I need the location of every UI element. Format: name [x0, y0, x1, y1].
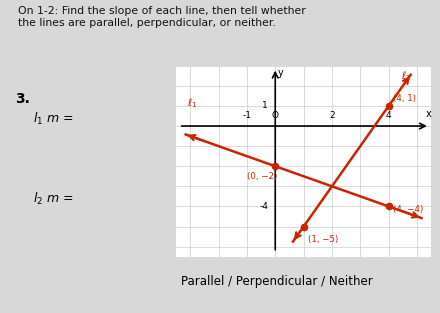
Text: $\ell_1$: $\ell_1$: [187, 96, 198, 110]
Text: x: x: [425, 109, 431, 119]
Text: y: y: [278, 68, 283, 78]
Text: 2: 2: [329, 111, 335, 120]
Text: -4: -4: [259, 202, 268, 211]
Text: $\ell_2$: $\ell_2$: [401, 69, 412, 83]
Text: 1: 1: [262, 101, 268, 110]
Text: (1, −5): (1, −5): [308, 234, 338, 244]
Text: Parallel / Perpendicular / Neither: Parallel / Perpendicular / Neither: [181, 275, 373, 288]
Text: (0, −2): (0, −2): [247, 172, 277, 181]
Text: (4, −4): (4, −4): [393, 205, 423, 214]
Text: On 1-2: Find the slope of each line, then tell whether
the lines are parallel, p: On 1-2: Find the slope of each line, the…: [18, 6, 305, 28]
Text: 3.: 3.: [15, 92, 30, 106]
Text: -1: -1: [242, 111, 251, 120]
Text: 4: 4: [386, 111, 392, 120]
Text: $l_2$ $m$ =: $l_2$ $m$ =: [33, 191, 74, 208]
Text: (4, 1): (4, 1): [393, 94, 416, 103]
Text: O: O: [272, 111, 279, 120]
Text: $l_1$ $m$ =: $l_1$ $m$ =: [33, 111, 74, 127]
